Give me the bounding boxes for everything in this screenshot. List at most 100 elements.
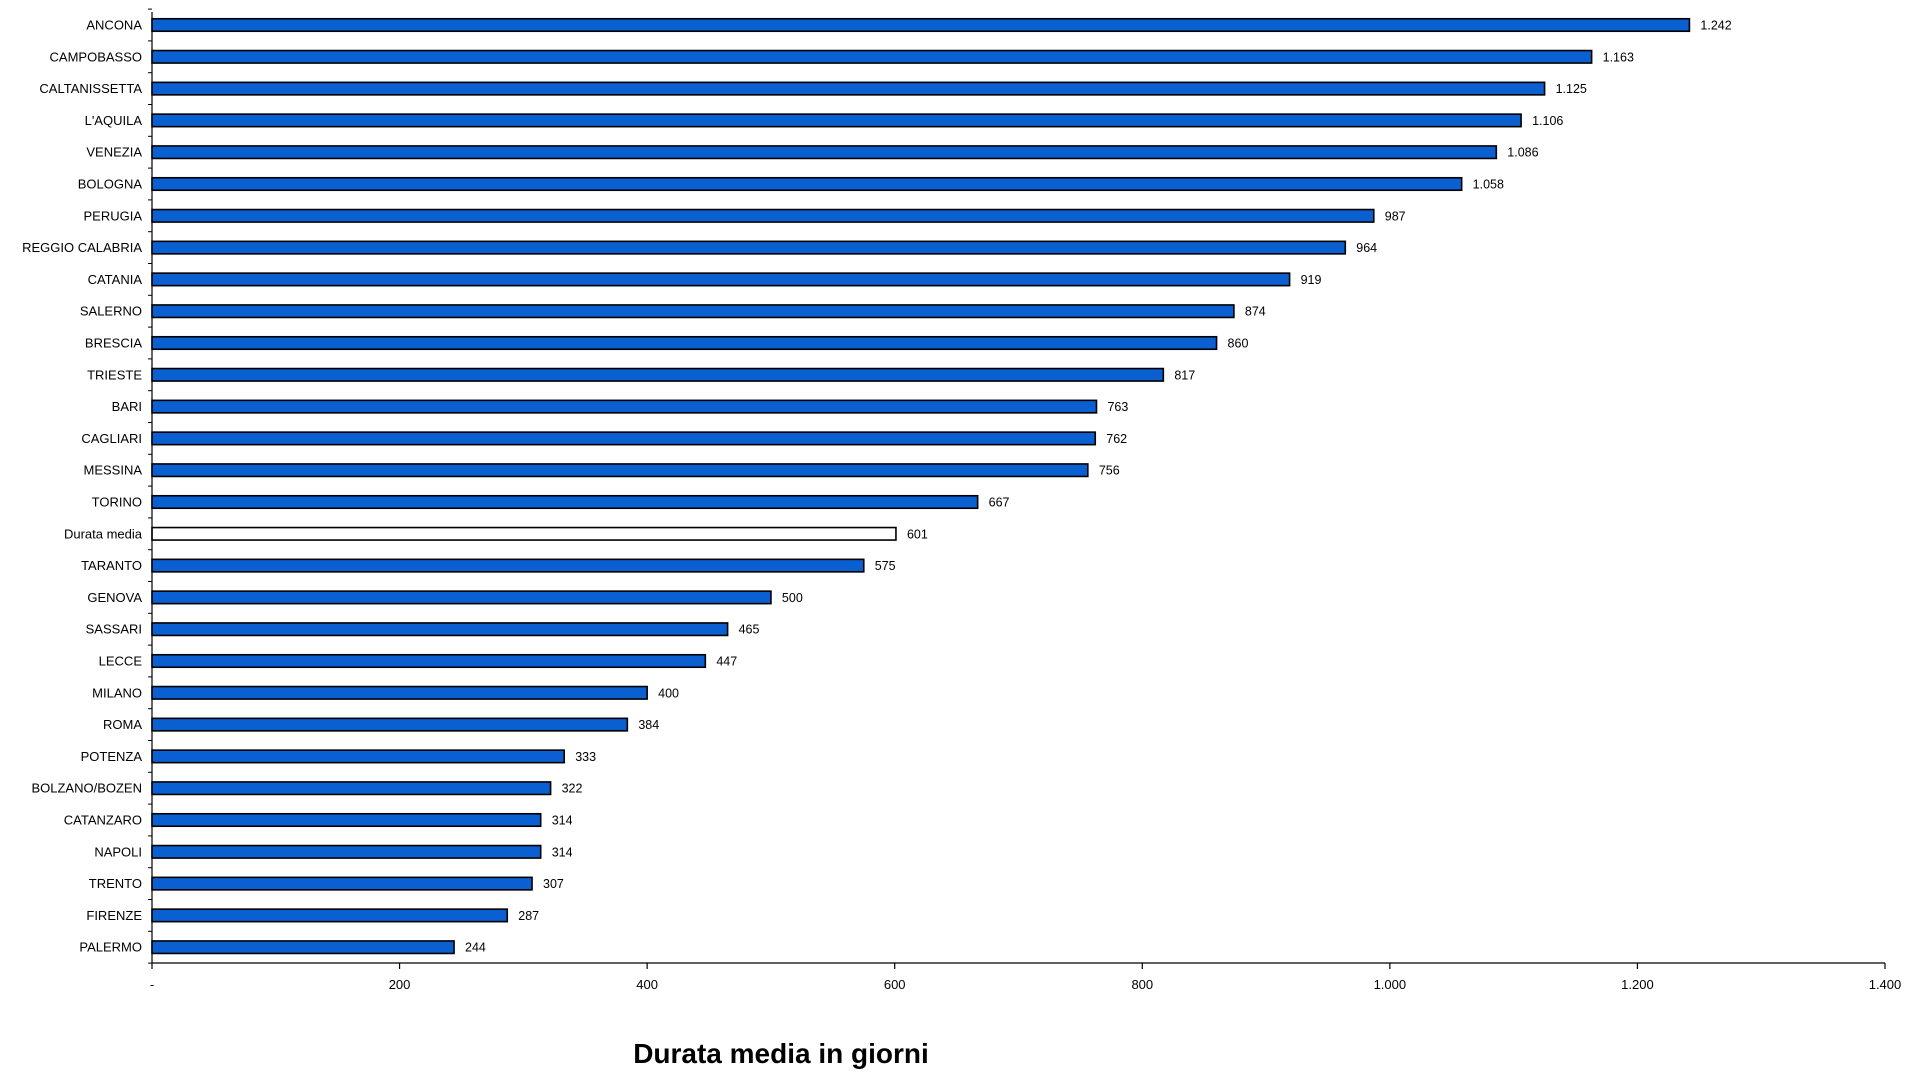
labels-layer: ANCONA 1.242 CAMPOBASSO 1.163 CALTANISSETTA 1… xyxy=(22,18,1901,993)
bar-trieste xyxy=(151,367,1165,382)
x-tick-label: 600 xyxy=(884,977,906,992)
value-label-reggio-calabria: 964 xyxy=(1356,241,1377,255)
value-label-genova: 500 xyxy=(782,591,803,605)
bar-catania xyxy=(151,272,1291,287)
axes-layer xyxy=(148,8,1886,969)
category-label-lecce: LECCE xyxy=(99,654,143,669)
category-label-firenze: FIRENZE xyxy=(86,908,142,923)
bar-venezia xyxy=(151,145,1498,160)
bar-cagliari xyxy=(151,431,1097,446)
category-label-taranto: TARANTO xyxy=(81,558,142,573)
bar-caltanissetta xyxy=(151,81,1546,96)
value-label-taranto: 575 xyxy=(875,559,896,573)
category-label-potenza: POTENZA xyxy=(81,749,143,764)
value-label-brescia: 860 xyxy=(1228,337,1249,351)
category-label-ancona: ANCONA xyxy=(86,18,142,33)
bar-taranto xyxy=(151,558,865,573)
bar-messina xyxy=(151,463,1089,478)
category-label-bari: BARI xyxy=(112,399,142,414)
category-label-trieste: TRIESTE xyxy=(87,367,142,382)
category-label-catania: CATANIA xyxy=(88,272,143,287)
value-label-bolzano-bozen: 322 xyxy=(562,782,583,796)
value-label-salerno: 874 xyxy=(1245,305,1266,319)
x-tick-label: 1.200 xyxy=(1621,977,1654,992)
bar-perugia xyxy=(151,208,1375,223)
value-label-ancona: 1.242 xyxy=(1700,19,1731,33)
value-label-roma: 384 xyxy=(638,718,659,732)
category-label-venezia: VENEZIA xyxy=(86,145,142,160)
category-label-messina: MESSINA xyxy=(83,463,142,478)
bar-bari xyxy=(151,399,1098,414)
category-label-perugia: PERUGIA xyxy=(83,208,142,223)
value-label-catania: 919 xyxy=(1301,273,1322,287)
value-label-cagliari: 762 xyxy=(1106,432,1127,446)
category-label-catanzaro: CATANZARO xyxy=(64,813,142,828)
category-label-reggio-calabria: REGGIO CALABRIA xyxy=(22,240,142,255)
bar-sassari xyxy=(151,622,729,637)
value-label-napoli: 314 xyxy=(552,845,573,859)
category-label-brescia: BRESCIA xyxy=(85,336,142,351)
category-label-trento: TRENTO xyxy=(89,876,142,891)
value-label-bari: 763 xyxy=(1107,400,1128,414)
bar-firenze xyxy=(151,908,509,923)
category-label-cagliari: CAGLIARI xyxy=(81,431,142,446)
bar-trento xyxy=(151,876,533,891)
value-label-messina: 756 xyxy=(1099,464,1120,478)
bar-napoli xyxy=(151,844,542,859)
bar-campobasso xyxy=(151,49,1593,64)
bar-reggio-calabria xyxy=(151,240,1347,255)
x-tick-label: 200 xyxy=(389,977,411,992)
bar-bolzano-bozen xyxy=(151,781,552,796)
value-label-venezia: 1.086 xyxy=(1507,146,1538,160)
value-label-catanzaro: 314 xyxy=(552,814,573,828)
bar-durata-media xyxy=(151,526,897,541)
value-label-trieste: 817 xyxy=(1174,368,1195,382)
value-label-trento: 307 xyxy=(543,877,564,891)
value-label-durata-media: 601 xyxy=(907,527,928,541)
category-label-bologna: BOLOGNA xyxy=(78,177,143,192)
category-label-milano: MILANO xyxy=(92,685,142,700)
value-label-potenza: 333 xyxy=(575,750,596,764)
category-label-caltanissetta: CALTANISSETTA xyxy=(39,81,142,96)
bar-milano xyxy=(151,685,648,700)
category-label-genova: GENOVA xyxy=(87,590,142,605)
bar-torino xyxy=(151,494,979,510)
category-label-palermo: PALERMO xyxy=(79,940,142,955)
x-tick-label: 1.000 xyxy=(1374,977,1407,992)
x-tick-label: 400 xyxy=(636,977,658,992)
x-tick-label: 800 xyxy=(1131,977,1153,992)
value-label-torino: 667 xyxy=(989,496,1010,510)
bar-bologna xyxy=(151,176,1463,192)
bar-genova xyxy=(151,590,772,605)
bar-catanzaro xyxy=(151,812,542,828)
category-label-durata-media: Durata media xyxy=(64,526,143,541)
bar-ancona xyxy=(151,17,1691,33)
value-label-l-aquila: 1.106 xyxy=(1532,114,1563,128)
value-label-milano: 400 xyxy=(658,686,679,700)
category-label-sassari: SASSARI xyxy=(86,622,142,637)
value-label-caltanissetta: 1.125 xyxy=(1556,82,1587,96)
bar-potenza xyxy=(151,749,566,764)
category-label-bolzano-bozen: BOLZANO/BOZEN xyxy=(31,781,142,796)
category-label-napoli: NAPOLI xyxy=(94,844,142,859)
value-label-campobasso: 1.163 xyxy=(1603,50,1634,64)
bar-l-aquila xyxy=(151,113,1522,128)
x-axis-title: Durata media in giorni xyxy=(633,1038,929,1069)
bar-palermo xyxy=(151,940,455,955)
bar-brescia xyxy=(151,335,1218,351)
category-label-roma: ROMA xyxy=(103,717,142,732)
category-label-l-aquila: L'AQUILA xyxy=(85,113,143,128)
category-label-torino: TORINO xyxy=(92,495,142,510)
bar-roma xyxy=(151,717,629,732)
value-label-lecce: 447 xyxy=(716,655,737,669)
value-label-palermo: 244 xyxy=(465,941,486,955)
value-label-perugia: 987 xyxy=(1385,209,1406,223)
value-label-bologna: 1.058 xyxy=(1473,178,1504,192)
category-label-salerno: SALERNO xyxy=(80,304,142,319)
category-label-campobasso: CAMPOBASSO xyxy=(50,49,142,64)
bar-lecce xyxy=(151,653,707,669)
x-tick-label: 1.400 xyxy=(1869,977,1902,992)
bars-layer xyxy=(151,17,1691,955)
